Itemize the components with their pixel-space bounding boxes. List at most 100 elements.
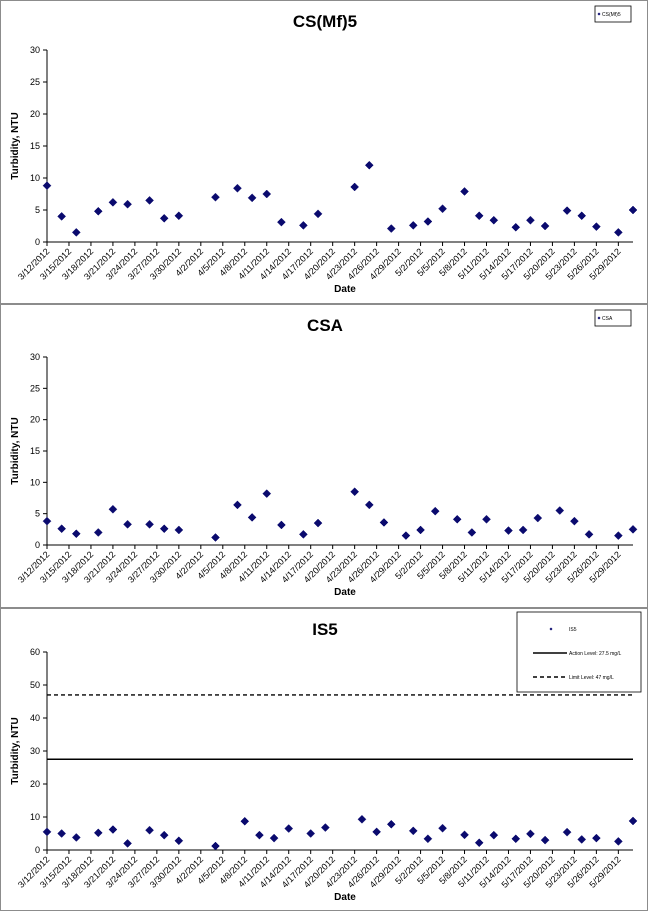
data-point	[233, 500, 242, 510]
data-point	[108, 825, 118, 834]
chart-title: CS(Mf)5	[293, 12, 357, 31]
legend-marker	[549, 627, 553, 631]
data-point	[584, 529, 594, 539]
data-point	[526, 829, 535, 839]
data-point	[628, 524, 638, 534]
data-point	[540, 835, 550, 845]
data-point	[628, 205, 638, 215]
data-point	[364, 500, 374, 510]
data-point	[145, 196, 154, 205]
data-point	[211, 192, 220, 202]
chart-title: IS5	[312, 620, 338, 639]
data-point	[613, 228, 623, 237]
data-point	[577, 835, 587, 844]
data-point	[526, 215, 535, 225]
y-tick-label: 5	[35, 509, 40, 519]
data-point	[460, 830, 469, 840]
chart-title: CSA	[307, 316, 343, 335]
data-point	[555, 506, 565, 515]
data-point	[592, 222, 601, 231]
y-tick-label: 0	[35, 540, 40, 550]
data-point	[357, 814, 367, 824]
data-point	[57, 524, 67, 534]
data-point	[247, 193, 257, 203]
data-point	[467, 528, 477, 537]
data-point	[562, 206, 572, 215]
data-point	[430, 506, 440, 516]
data-point	[159, 213, 169, 223]
legend-box	[594, 5, 632, 23]
data-point	[372, 827, 381, 837]
legend-marker	[597, 316, 601, 320]
chart-panel-is5: IS501020304050603/12/20123/15/20123/18/2…	[0, 608, 648, 911]
y-tick-label: 30	[30, 352, 40, 362]
data-point	[540, 221, 550, 231]
data-point	[423, 834, 433, 844]
data-point	[474, 838, 484, 848]
y-tick-label: 50	[30, 680, 40, 690]
y-tick-label: 5	[35, 205, 40, 215]
data-point	[71, 228, 81, 237]
data-point	[299, 221, 308, 230]
y-tick-label: 25	[30, 77, 40, 87]
data-point	[423, 217, 433, 226]
data-point	[364, 160, 374, 170]
data-point	[401, 531, 411, 540]
data-point	[123, 519, 132, 529]
data-point	[592, 833, 601, 843]
data-point	[211, 841, 220, 851]
data-point	[306, 829, 316, 838]
data-point	[313, 518, 323, 528]
y-tick-label: 20	[30, 109, 40, 119]
data-point	[174, 525, 184, 535]
data-point	[511, 834, 521, 844]
y-tick-label: 15	[30, 141, 40, 151]
data-point	[489, 830, 499, 840]
legend-box	[594, 309, 632, 327]
data-point	[460, 187, 469, 196]
data-point	[452, 514, 462, 524]
data-point	[262, 189, 272, 199]
data-point	[159, 524, 169, 534]
data-point	[408, 221, 418, 230]
y-axis-title: Turbidity, NTU	[10, 717, 21, 784]
data-point	[42, 516, 52, 526]
data-point	[386, 224, 396, 233]
data-point	[628, 816, 638, 826]
data-point	[379, 518, 389, 527]
data-point	[159, 830, 169, 840]
data-point	[174, 211, 184, 221]
y-axis-title: Turbidity, NTU	[10, 112, 21, 179]
data-point	[284, 824, 294, 833]
data-point	[71, 529, 81, 539]
data-point	[562, 827, 572, 837]
data-point	[350, 182, 360, 192]
y-axis-title: Turbidity, NTU	[10, 417, 21, 484]
data-point	[504, 526, 513, 535]
y-tick-label: 30	[30, 746, 40, 756]
data-point	[438, 204, 447, 214]
data-point	[255, 830, 264, 840]
data-point	[518, 525, 528, 535]
data-point	[408, 826, 418, 836]
data-point	[145, 825, 154, 835]
data-point	[123, 839, 132, 848]
data-point	[123, 199, 132, 209]
data-point	[533, 513, 543, 523]
data-point	[474, 211, 484, 221]
data-point	[570, 516, 579, 526]
data-point	[145, 519, 154, 529]
y-tick-label: 0	[35, 845, 40, 855]
data-point	[613, 531, 623, 540]
data-point	[577, 211, 587, 221]
y-tick-label: 15	[30, 446, 40, 456]
data-point	[489, 215, 499, 225]
data-point	[93, 206, 103, 216]
x-axis-title: Date	[334, 284, 356, 295]
data-point	[211, 533, 220, 542]
data-point	[269, 833, 279, 843]
data-point	[57, 829, 67, 838]
y-tick-label: 40	[30, 713, 40, 723]
legend-label: CS(Mf)5	[602, 12, 621, 18]
